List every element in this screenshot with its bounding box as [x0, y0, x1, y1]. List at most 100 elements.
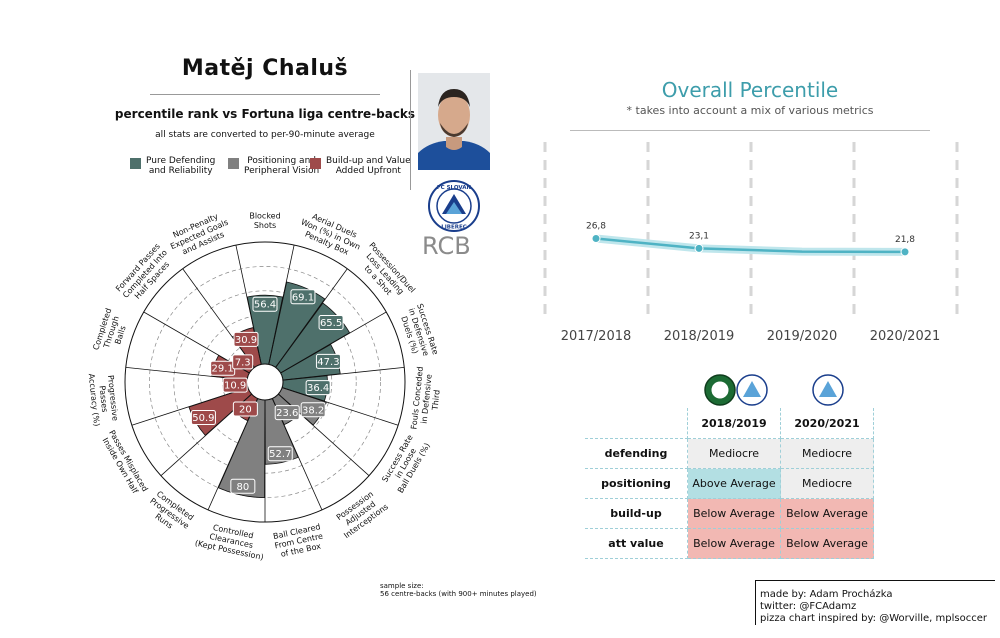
table-row: att value Below Average Below Average	[585, 528, 874, 559]
data-label: 21,8	[895, 235, 915, 245]
credit-twitter: twitter: @FCAdamz	[760, 601, 857, 612]
value-box	[233, 331, 259, 347]
ratings-table: 2018/2019 2020/2021 defending Mediocre M…	[585, 408, 874, 559]
data-point	[694, 243, 704, 253]
sample-line-2: 56 centre-backs (with 900+ minutes playe…	[380, 590, 537, 598]
table-row: positioning Above Average Mediocre	[585, 468, 874, 499]
pizza-grid-ring	[149, 266, 381, 498]
value-box	[274, 405, 300, 421]
x-tick-label: 2018/2019	[664, 329, 735, 344]
pizza-spoke	[182, 268, 255, 368]
legend-label: and Reliability	[148, 166, 213, 176]
category-label-line: Shots	[254, 221, 276, 230]
badge-text-top: FC SLOVAN	[437, 185, 472, 191]
category-label-line: Accuracy (%)	[87, 373, 101, 427]
table-badges	[704, 374, 844, 406]
pizza-spoke	[131, 387, 249, 426]
value-label: 23.6	[276, 408, 298, 419]
value-label: 69.1	[292, 292, 314, 303]
category-label-line: Blocked	[249, 211, 280, 220]
value-label: 65.5	[320, 318, 342, 329]
rating-cell: Below Average	[687, 528, 781, 559]
x-tick-label: 2017/2018	[561, 329, 632, 344]
table-column-header: 2018/2019	[687, 408, 781, 439]
legend-label: Pure Defending	[146, 156, 216, 166]
club-badge-2018-a-inner	[710, 380, 730, 400]
value-label: 20	[239, 405, 252, 416]
player-photo	[418, 73, 490, 170]
pizza-center	[246, 363, 284, 401]
rating-cell: Below Average	[780, 498, 874, 529]
category-label-line: Passes	[98, 385, 110, 413]
data-point	[591, 234, 601, 244]
header-divider	[410, 70, 411, 190]
legend-swatch-positioning	[228, 158, 239, 169]
pizza-spoke	[281, 387, 399, 426]
sample-size-note: sample size: 56 centre-backs (with 900+ …	[380, 582, 537, 598]
value-box	[232, 354, 254, 370]
club-badge-2018-b-mark	[743, 381, 761, 397]
legend-buildup: Build-up and Value Added Upfront	[310, 156, 411, 176]
overall-percentile-title: Overall Percentile	[661, 78, 839, 102]
club-badge-2020-mark	[819, 381, 837, 397]
legend-positioning: Positioning and Peripheral Vision	[228, 156, 319, 176]
table-row: defending Mediocre Mediocre	[585, 438, 874, 469]
value-label: 36.4	[307, 383, 329, 394]
value-box	[315, 353, 341, 369]
pizza-spoke	[268, 244, 295, 365]
title-divider	[150, 94, 380, 95]
legend-label: Build-up and Value	[326, 156, 411, 166]
pizza-spoke	[275, 268, 348, 368]
table-row: build-up Below Average Below Average	[585, 498, 874, 529]
pizza-spoke	[282, 366, 405, 381]
club-badge: FC SLOVAN LIBEREC	[428, 180, 480, 232]
pizza-spoke	[207, 398, 259, 511]
row-label: build-up	[585, 498, 688, 529]
series-line	[594, 237, 907, 254]
value-box	[190, 410, 216, 426]
value-label: 47.3	[317, 357, 339, 368]
rating-cell: Below Average	[687, 498, 781, 529]
value-box	[267, 446, 293, 462]
position-label: RCB	[422, 232, 471, 260]
value-box	[290, 289, 316, 305]
legend-swatch-buildup	[310, 158, 321, 169]
value-box	[222, 377, 248, 393]
badge-text-bottom: LIBEREC	[441, 225, 467, 231]
legend-label: Added Upfront	[335, 166, 401, 176]
overall-percentile-chart: 26,8 23,1 21,8 2017/2018 2018/2019 2019/2020 2…	[543, 142, 959, 344]
value-box	[252, 296, 278, 312]
value-label: 29.1	[212, 364, 234, 375]
player-name: Matěj Chaluš	[181, 56, 349, 81]
rating-cell: Below Average	[780, 528, 874, 559]
data-label: 26,8	[586, 222, 606, 232]
value-label: 10.9	[224, 381, 246, 392]
legend-label: Peripheral Vision	[244, 166, 320, 176]
table-header-row: 2018/2019 2020/2021	[585, 408, 874, 439]
legend-defending: Pure Defending and Reliability	[130, 156, 215, 176]
percentile-divider	[570, 130, 930, 131]
rating-cell: Above Average	[687, 468, 781, 499]
credit-inspiration: pizza chart inspired by: @Worville, mpls…	[760, 613, 987, 624]
rating-cell: Mediocre	[780, 438, 874, 469]
rating-cell: Mediocre	[780, 468, 874, 499]
category-label-line: Third	[430, 389, 441, 411]
value-box	[318, 315, 344, 331]
row-label: positioning	[585, 468, 688, 499]
value-box	[230, 478, 256, 494]
pizza-grid-ring	[197, 314, 333, 450]
value-label: 7.3	[235, 357, 251, 368]
value-label: 38.2	[302, 405, 324, 416]
x-tick-label: 2020/2021	[870, 329, 941, 344]
value-label: 80	[236, 482, 249, 493]
legend-label: Positioning and	[247, 156, 316, 166]
value-box	[300, 402, 326, 418]
